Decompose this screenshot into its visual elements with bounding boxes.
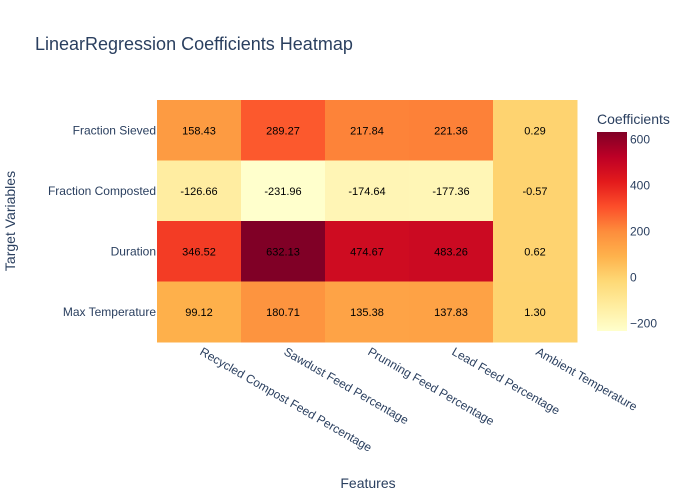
- colorbar: Coefficients −200 0 200 400 600: [597, 111, 670, 331]
- y-axis-title: Target Variables: [2, 171, 18, 271]
- cell-value-label: -174.64: [348, 186, 385, 198]
- x-tick-labels: Recycled Compost Feed PercentageSawdust …: [198, 344, 640, 454]
- cell-value-label: 158.43: [182, 125, 216, 137]
- heatmap-cell: [409, 160, 494, 222]
- heatmap-cell: [241, 160, 326, 222]
- cell-value-label: 474.67: [350, 246, 384, 258]
- colorbar-tick-label: 600: [630, 132, 650, 146]
- colorbar-tick-label: −200: [630, 317, 657, 331]
- heatmap-cell: [493, 160, 578, 222]
- colorbar-title: Coefficients: [597, 111, 670, 127]
- cell-value-label: 99.12: [185, 307, 213, 319]
- cell-value-label: 289.27: [266, 125, 300, 137]
- cell-value-label: 0.62: [524, 246, 545, 258]
- colorbar-ticks: −200 0 200 400 600: [630, 132, 657, 330]
- cell-value-label: 0.29: [524, 125, 545, 137]
- heatmap-cell: [157, 221, 242, 282]
- cell-value-label: 632.13: [266, 246, 300, 258]
- y-tick-label: Fraction Composted: [48, 184, 156, 198]
- colorbar-tick-label: 400: [630, 178, 650, 192]
- cell-value-label: -177.36: [432, 186, 469, 198]
- heatmap-cell: [493, 100, 578, 161]
- heatmap-cell: [241, 221, 326, 282]
- heatmap-cell: [325, 160, 410, 222]
- cell-value-label: -126.66: [180, 186, 217, 198]
- cell-value-label: -0.57: [522, 186, 547, 198]
- y-tick-label: Fraction Sieved: [73, 123, 156, 137]
- heatmap-cell: [325, 281, 410, 343]
- colorbar-tick-label: 0: [630, 271, 637, 285]
- cell-value-label: 346.52: [182, 246, 216, 258]
- x-tick-label: Recycled Compost Feed Percentage: [198, 344, 375, 454]
- heatmap-cell: [157, 281, 242, 343]
- heatmap-cell: [493, 221, 578, 282]
- x-axis-title: Features: [340, 475, 395, 491]
- y-tick-label: Max Temperature: [63, 305, 156, 319]
- cell-value-label: 180.71: [266, 307, 300, 319]
- heatmap-cell: [409, 221, 494, 282]
- cell-value-label: 221.36: [434, 125, 468, 137]
- heatmap-cell: [325, 221, 410, 282]
- chart-title: LinearRegression Coefficients Heatmap: [35, 34, 353, 54]
- heatmap-cell: [409, 100, 494, 161]
- heatmap-cell: [157, 160, 242, 222]
- colorbar-tick-label: 200: [630, 225, 650, 239]
- colorbar-gradient: [597, 132, 627, 331]
- cell-value-label: 217.84: [350, 125, 384, 137]
- heatmap-cell: [493, 281, 578, 343]
- heatmap-cell: [241, 100, 326, 161]
- heatmap-cell: [325, 100, 410, 161]
- cell-value-label: -231.96: [264, 186, 301, 198]
- cell-value-label: 137.83: [434, 307, 468, 319]
- y-tick-labels: Fraction Sieved Fraction Composted Duratio…: [48, 123, 156, 319]
- heatmap-cells: 158.43 289.27 217.84 221.36 0.29 -126.66 -231.…: [157, 100, 578, 343]
- cell-value-label: 483.26: [434, 246, 468, 258]
- heatmap-cell: [409, 281, 494, 343]
- cell-value-label: 135.38: [350, 307, 384, 319]
- cell-value-label: 1.30: [524, 307, 545, 319]
- y-tick-label: Duration: [111, 244, 156, 258]
- heatmap-cell: [241, 281, 326, 343]
- heatmap-cell: [157, 100, 242, 161]
